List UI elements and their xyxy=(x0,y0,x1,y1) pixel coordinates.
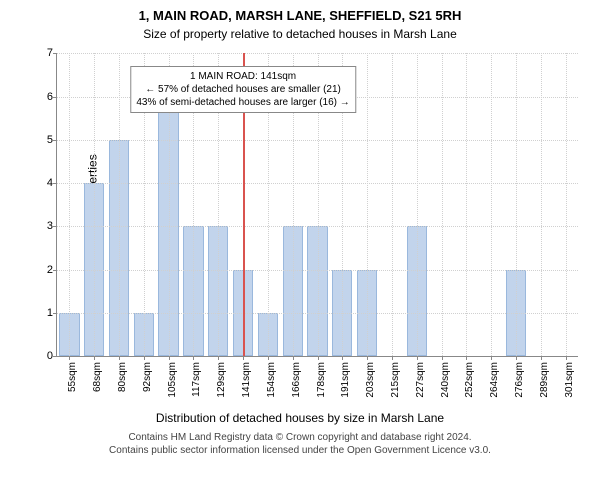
x-tick-mark xyxy=(516,356,517,360)
y-tick-label: 1 xyxy=(35,307,53,319)
x-tick-mark xyxy=(144,356,145,360)
x-tick-mark xyxy=(541,356,542,360)
y-tick-label: 7 xyxy=(35,47,53,59)
x-tick-mark xyxy=(566,356,567,360)
gridline-v xyxy=(119,53,120,356)
x-tick-mark xyxy=(243,356,244,360)
gridline-v xyxy=(94,53,95,356)
chart-subtitle: Size of property relative to detached ho… xyxy=(12,27,588,41)
plot-region: 0123456755sqm68sqm80sqm92sqm105sqm117sqm… xyxy=(56,53,578,357)
x-tick-mark xyxy=(417,356,418,360)
x-tick-mark xyxy=(193,356,194,360)
y-tick-label: 5 xyxy=(35,134,53,146)
chart-title: 1, MAIN ROAD, MARSH LANE, SHEFFIELD, S21… xyxy=(12,8,588,25)
x-tick-mark xyxy=(169,356,170,360)
annotation-line: ← 57% of detached houses are smaller (21… xyxy=(136,83,349,96)
x-tick-mark xyxy=(268,356,269,360)
x-tick-mark xyxy=(491,356,492,360)
gridline-v xyxy=(392,53,393,356)
x-tick-mark xyxy=(466,356,467,360)
x-tick-mark xyxy=(342,356,343,360)
annotation-box: 1 MAIN ROAD: 141sqm← 57% of detached hou… xyxy=(130,66,355,113)
gridline-v xyxy=(491,53,492,356)
gridline-v xyxy=(417,53,418,356)
x-tick-mark xyxy=(392,356,393,360)
y-tick-label: 0 xyxy=(35,350,53,362)
gridline-v xyxy=(442,53,443,356)
x-tick-mark xyxy=(119,356,120,360)
annotation-line: 1 MAIN ROAD: 141sqm xyxy=(136,70,349,83)
x-tick-mark xyxy=(367,356,368,360)
x-tick-mark xyxy=(318,356,319,360)
x-axis-label: Distribution of detached houses by size … xyxy=(12,411,588,425)
gridline-v xyxy=(541,53,542,356)
gridline-v xyxy=(69,53,70,356)
x-tick-mark xyxy=(442,356,443,360)
gridline-v xyxy=(466,53,467,356)
gridline-v xyxy=(516,53,517,356)
footer-text: Contains HM Land Registry data © Crown c… xyxy=(12,431,588,457)
x-tick-mark xyxy=(218,356,219,360)
y-tick-label: 6 xyxy=(35,91,53,103)
footer-line-2: Contains public sector information licen… xyxy=(12,444,588,457)
y-tick-mark xyxy=(53,313,57,314)
y-tick-mark xyxy=(53,53,57,54)
y-tick-mark xyxy=(53,270,57,271)
x-tick-mark xyxy=(293,356,294,360)
annotation-line: 43% of semi-detached houses are larger (… xyxy=(136,96,349,109)
y-tick-label: 4 xyxy=(35,177,53,189)
y-tick-mark xyxy=(53,356,57,357)
y-tick-label: 3 xyxy=(35,220,53,232)
y-tick-mark xyxy=(53,140,57,141)
gridline-v xyxy=(566,53,567,356)
chart-area: Number of detached properties 0123456755… xyxy=(12,47,588,427)
footer-line-1: Contains HM Land Registry data © Crown c… xyxy=(12,431,588,444)
y-tick-mark xyxy=(53,183,57,184)
y-tick-mark xyxy=(53,226,57,227)
y-tick-label: 2 xyxy=(35,264,53,276)
gridline-v xyxy=(367,53,368,356)
x-tick-mark xyxy=(69,356,70,360)
y-tick-mark xyxy=(53,97,57,98)
x-tick-mark xyxy=(94,356,95,360)
